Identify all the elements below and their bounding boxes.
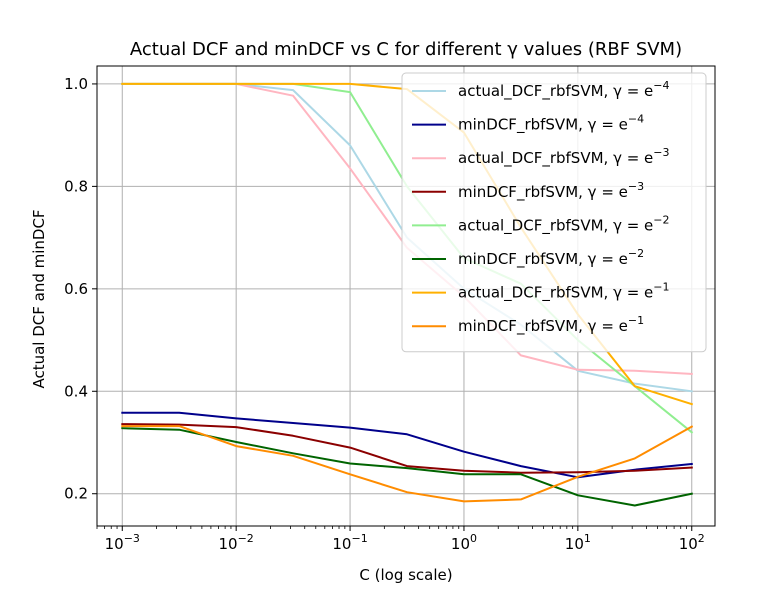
y-tick-label: 0.4 [64,382,88,400]
y-axis: 0.2 0.4 0.6 0.8 1.0 [64,75,97,503]
legend-entry-6: minDCF_rbfSVM, γ = e−2 [458,247,644,269]
x-axis-label: C (log scale) [359,566,452,584]
y-tick-label: 0.8 [64,177,88,195]
x-tick-label: 10−1 [332,532,367,553]
x-axis: 10−3 10−2 10−1 100 101 102 [96,526,705,553]
x-tick-label: 10−3 [105,532,140,553]
legend-entry-1: actual_DCF_rbfSVM, γ = e−4 [458,79,670,101]
x-tick-label: 100 [451,532,477,553]
legend-box [401,72,707,353]
legend-entry-2: minDCF_rbfSVM, γ = e−4 [458,113,644,135]
series-line-4 [121,423,693,474]
chart-title: Actual DCF and minDCF vs C for different… [130,39,682,60]
x-tick-label: 101 [565,532,591,553]
y-tick-label: 0.2 [64,485,88,503]
plot-frame [96,65,716,527]
x-tick-label: 102 [679,532,705,553]
series-line-2 [121,411,693,479]
legend-entry-8: minDCF_rbfSVM, γ = e−1 [458,314,644,336]
series-line-6 [121,427,693,507]
legend: actual_DCF_rbfSVM, γ = e−4 minDCF_rbfSVM,… [401,72,707,353]
legend-entry-3: actual_DCF_rbfSVM, γ = e−3 [458,146,670,168]
legend-entry-4: minDCF_rbfSVM, γ = e−3 [458,180,644,202]
x-tick-label: 10−2 [219,532,254,553]
legend-entry-7: actual_DCF_rbfSVM, γ = e−1 [458,281,670,303]
legend-entry-5: actual_DCF_rbfSVM, γ = e−2 [458,213,670,235]
y-tick-label: 0.6 [64,280,88,298]
y-axis-label: Actual DCF and minDCF [30,209,48,388]
series-line-8 [121,425,694,503]
y-tick-label: 1.0 [64,75,88,93]
